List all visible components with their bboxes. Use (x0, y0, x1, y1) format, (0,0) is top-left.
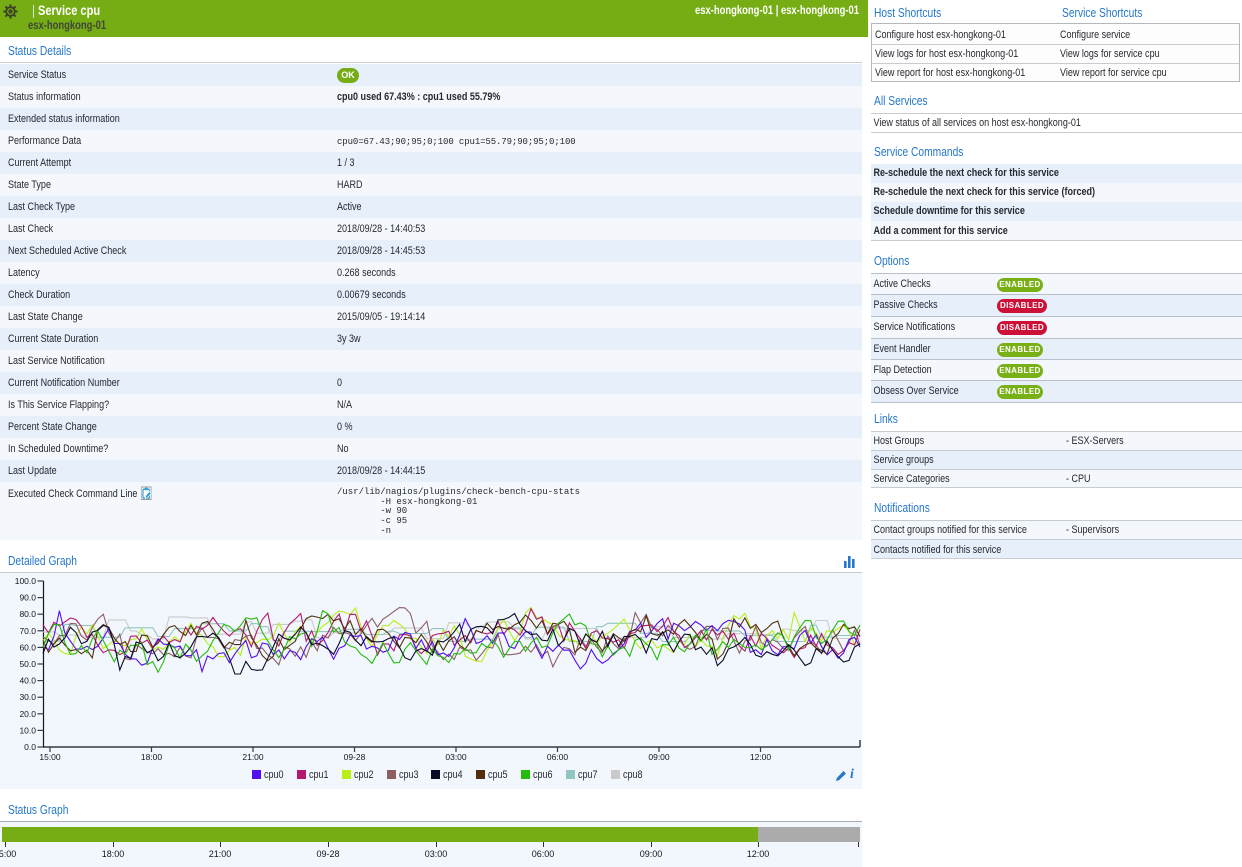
svg-text:70.0: 70.0 (19, 626, 36, 636)
svg-text:50.0: 50.0 (19, 659, 36, 669)
svg-text:03:00: 03:00 (445, 752, 467, 762)
svg-text:21:00: 21:00 (242, 752, 264, 762)
svg-text:20.0: 20.0 (19, 709, 36, 719)
svg-text:09:00: 09:00 (648, 752, 670, 762)
svg-text:60.0: 60.0 (19, 642, 36, 652)
svg-text:09-28: 09-28 (344, 752, 366, 762)
svg-text:100.0: 100.0 (15, 576, 37, 586)
svg-text:06:00: 06:00 (547, 752, 569, 762)
svg-text:30.0: 30.0 (19, 692, 36, 702)
svg-text:80.0: 80.0 (19, 609, 36, 619)
svg-text:10.0: 10.0 (19, 725, 36, 735)
svg-text:40.0: 40.0 (19, 676, 36, 686)
svg-text:90.0: 90.0 (19, 593, 36, 603)
svg-text:0.0: 0.0 (24, 742, 36, 752)
svg-text:12:00: 12:00 (750, 752, 772, 762)
svg-text:18:00: 18:00 (141, 752, 163, 762)
svg-text:15:00: 15:00 (39, 752, 61, 762)
